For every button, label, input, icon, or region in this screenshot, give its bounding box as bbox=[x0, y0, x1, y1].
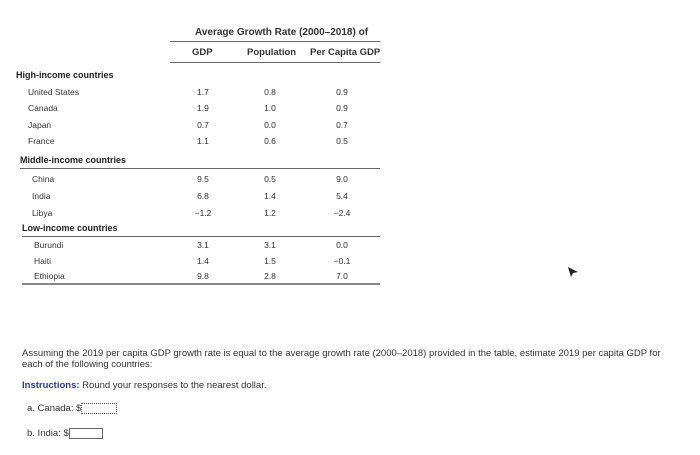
country-name: Libya bbox=[32, 208, 53, 218]
table-title: Average Growth Rate (2000–2018) of bbox=[195, 27, 369, 38]
country-name: United States bbox=[28, 87, 80, 97]
question-text: Assuming the 2019 per capita GDP growth … bbox=[22, 348, 661, 370]
country-name: India bbox=[32, 191, 51, 201]
per-capita-value: 9.0 bbox=[336, 174, 348, 184]
country-name: Burundi bbox=[34, 240, 64, 250]
group-divider bbox=[20, 168, 380, 169]
population-value: 2.8 bbox=[264, 271, 276, 281]
instructions: Instructions: Round your responses to th… bbox=[22, 380, 266, 391]
per-capita-value: 7.0 bbox=[336, 271, 348, 281]
col-header-population: Population bbox=[247, 47, 297, 58]
answer-row-india: b. India: $ bbox=[27, 428, 103, 439]
per-capita-value: 0.9 bbox=[336, 103, 348, 113]
country-name: France bbox=[28, 136, 55, 146]
gdp-value: 1.4 bbox=[197, 256, 209, 266]
table-bottom-rule bbox=[22, 283, 380, 285]
canada-answer-input[interactable] bbox=[81, 403, 118, 414]
per-capita-value: 0.0 bbox=[336, 240, 348, 250]
gdp-value: 1.9 bbox=[197, 103, 209, 113]
gdp-value: 0.7 bbox=[197, 120, 209, 130]
column-header-divider bbox=[170, 62, 380, 63]
population-value: 1.5 bbox=[264, 256, 276, 266]
instructions-text: Round your responses to the nearest doll… bbox=[79, 380, 267, 391]
country-name: Haiti bbox=[34, 256, 52, 266]
group-label-low-income: Low-income countries bbox=[22, 223, 118, 233]
col-header-gdp: GDP bbox=[192, 47, 213, 58]
header-divider bbox=[170, 41, 380, 42]
population-value: 0.0 bbox=[264, 120, 276, 130]
population-value: 0.6 bbox=[264, 136, 276, 146]
group-label-high-income: High-income countries bbox=[16, 70, 114, 80]
gdp-value: 1.1 bbox=[197, 136, 209, 146]
per-capita-value: 0.9 bbox=[336, 87, 348, 97]
gdp-value: 9.8 bbox=[197, 271, 209, 281]
gdp-value: 3.1 bbox=[197, 240, 209, 250]
country-name: Canada bbox=[28, 103, 58, 113]
instructions-label: Instructions: bbox=[22, 380, 80, 391]
population-value: 0.8 bbox=[264, 87, 276, 97]
group-label-middle-income: Middle-income countries bbox=[20, 155, 127, 165]
population-value: 1.0 bbox=[264, 103, 276, 113]
population-value: 1.2 bbox=[264, 208, 276, 218]
per-capita-value: −0.1 bbox=[333, 256, 351, 266]
india-answer-input[interactable] bbox=[68, 428, 103, 439]
answer-label-canada: a. Canada: $ bbox=[27, 403, 82, 415]
population-value: 3.1 bbox=[264, 240, 276, 250]
col-header-per-capita: Per Capita GDP bbox=[310, 47, 381, 58]
answer-label-india: b. India: $ bbox=[27, 428, 69, 440]
per-capita-value: 0.7 bbox=[336, 120, 348, 130]
population-value: 1.4 bbox=[264, 191, 276, 201]
gdp-value: 1.7 bbox=[197, 87, 209, 97]
country-name: China bbox=[32, 174, 55, 184]
cursor-icon bbox=[568, 267, 578, 277]
gdp-value: −1.2 bbox=[194, 208, 212, 218]
gdp-value: 6.8 bbox=[197, 191, 209, 201]
gdp-value: 9.5 bbox=[197, 174, 209, 184]
population-value: 0.5 bbox=[264, 174, 276, 184]
country-name: Japan bbox=[28, 120, 52, 130]
country-name: Ethiopia bbox=[34, 271, 65, 281]
answer-row-canada: a. Canada: $ bbox=[27, 403, 118, 415]
per-capita-value: 0.5 bbox=[336, 136, 348, 146]
group-divider bbox=[22, 236, 380, 237]
per-capita-value: 5.4 bbox=[336, 191, 348, 201]
per-capita-value: −2.4 bbox=[333, 208, 351, 218]
